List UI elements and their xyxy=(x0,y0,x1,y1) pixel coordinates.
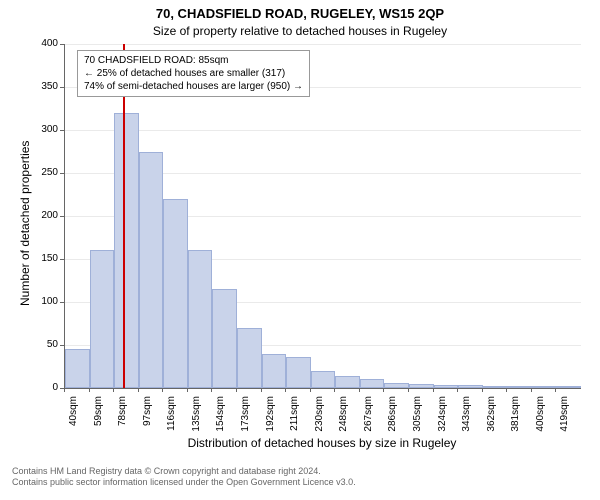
histogram-bar xyxy=(139,152,164,389)
y-tick-mark xyxy=(60,173,64,174)
x-tick-mark xyxy=(457,388,458,392)
x-tick-label: 135sqm xyxy=(191,396,202,436)
histogram-bar xyxy=(163,199,188,388)
y-tick-label: 150 xyxy=(28,253,58,264)
histogram-bar xyxy=(556,386,581,388)
x-tick-label: 381sqm xyxy=(510,396,521,436)
chart-title: 70, CHADSFIELD ROAD, RUGELEY, WS15 2QP xyxy=(0,6,600,21)
x-tick-label: 59sqm xyxy=(93,396,104,436)
x-tick-label: 324sqm xyxy=(437,396,448,436)
x-tick-label: 267sqm xyxy=(363,396,374,436)
x-tick-label: 343sqm xyxy=(461,396,472,436)
y-tick-label: 250 xyxy=(28,167,58,178)
x-tick-label: 419sqm xyxy=(559,396,570,436)
histogram-bar xyxy=(65,349,90,388)
histogram-bar xyxy=(311,371,336,388)
x-tick-mark xyxy=(89,388,90,392)
annotation-line-1: 70 CHADSFIELD ROAD: 85sqm xyxy=(84,54,303,67)
y-tick-label: 200 xyxy=(28,210,58,221)
x-tick-label: 362sqm xyxy=(486,396,497,436)
histogram-bar xyxy=(188,250,213,388)
annotation-line-2: ← 25% of detached houses are smaller (31… xyxy=(84,67,303,80)
x-tick-mark xyxy=(531,388,532,392)
x-tick-mark xyxy=(113,388,114,392)
x-tick-mark xyxy=(310,388,311,392)
y-tick-mark xyxy=(60,216,64,217)
plot-area: 70 CHADSFIELD ROAD: 85sqm ← 25% of detac… xyxy=(64,44,581,389)
y-tick-mark xyxy=(60,345,64,346)
annotation-line-3: 74% of semi-detached houses are larger (… xyxy=(84,80,303,93)
x-tick-mark xyxy=(138,388,139,392)
x-tick-label: 211sqm xyxy=(289,396,300,436)
x-tick-label: 192sqm xyxy=(265,396,276,436)
y-tick-label: 50 xyxy=(28,339,58,350)
y-tick-label: 300 xyxy=(28,124,58,135)
histogram-bar xyxy=(384,383,409,388)
y-tick-mark xyxy=(60,302,64,303)
x-tick-mark xyxy=(236,388,237,392)
histogram-bar xyxy=(286,357,311,388)
x-tick-mark xyxy=(555,388,556,392)
y-tick-mark xyxy=(60,130,64,131)
histogram-bar xyxy=(335,376,360,388)
x-tick-label: 305sqm xyxy=(412,396,423,436)
x-tick-mark xyxy=(383,388,384,392)
histogram-bar xyxy=(507,386,532,388)
x-tick-mark xyxy=(162,388,163,392)
x-tick-mark xyxy=(334,388,335,392)
x-tick-label: 400sqm xyxy=(535,396,546,436)
x-tick-mark xyxy=(261,388,262,392)
x-tick-mark xyxy=(64,388,65,392)
histogram-bar xyxy=(483,386,508,388)
y-tick-mark xyxy=(60,259,64,260)
histogram-bar xyxy=(409,384,434,388)
footer-line-2: Contains public sector information licen… xyxy=(12,477,588,488)
y-tick-mark xyxy=(60,87,64,88)
histogram-bar xyxy=(237,328,262,388)
histogram-bar xyxy=(434,385,459,388)
annotation-box: 70 CHADSFIELD ROAD: 85sqm ← 25% of detac… xyxy=(77,50,310,97)
x-tick-label: 286sqm xyxy=(387,396,398,436)
x-axis-label: Distribution of detached houses by size … xyxy=(64,436,580,450)
y-tick-label: 100 xyxy=(28,296,58,307)
histogram-bar xyxy=(360,379,385,388)
x-tick-label: 40sqm xyxy=(68,396,79,436)
grid-line xyxy=(65,130,581,131)
x-tick-mark xyxy=(408,388,409,392)
x-tick-mark xyxy=(359,388,360,392)
x-tick-mark xyxy=(187,388,188,392)
histogram-bar xyxy=(90,250,115,388)
y-tick-label: 0 xyxy=(28,382,58,393)
x-tick-mark xyxy=(506,388,507,392)
x-tick-mark xyxy=(482,388,483,392)
x-tick-label: 78sqm xyxy=(117,396,128,436)
histogram-bar xyxy=(532,386,557,388)
x-tick-label: 230sqm xyxy=(314,396,325,436)
chart-subtitle: Size of property relative to detached ho… xyxy=(0,24,600,38)
x-tick-mark xyxy=(285,388,286,392)
histogram-bar xyxy=(212,289,237,388)
y-tick-label: 400 xyxy=(28,38,58,49)
y-axis-label: Number of detached properties xyxy=(18,141,32,306)
chart-container: 70, CHADSFIELD ROAD, RUGELEY, WS15 2QP S… xyxy=(0,0,600,500)
y-tick-mark xyxy=(60,44,64,45)
histogram-bar xyxy=(458,385,483,388)
y-tick-label: 350 xyxy=(28,81,58,92)
x-tick-label: 116sqm xyxy=(166,396,177,436)
x-tick-mark xyxy=(211,388,212,392)
x-tick-label: 248sqm xyxy=(338,396,349,436)
x-tick-label: 97sqm xyxy=(142,396,153,436)
grid-line xyxy=(65,44,581,45)
x-tick-mark xyxy=(433,388,434,392)
footer-text: Contains HM Land Registry data © Crown c… xyxy=(12,466,588,489)
footer-line-1: Contains HM Land Registry data © Crown c… xyxy=(12,466,588,477)
x-tick-label: 154sqm xyxy=(215,396,226,436)
histogram-bar xyxy=(262,354,287,388)
histogram-bar xyxy=(114,113,139,388)
x-tick-label: 173sqm xyxy=(240,396,251,436)
